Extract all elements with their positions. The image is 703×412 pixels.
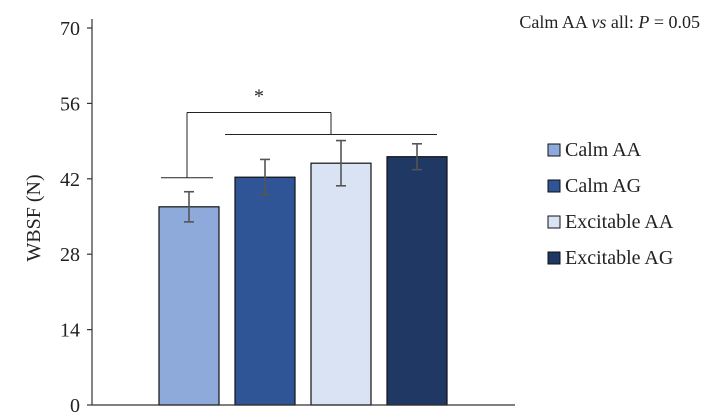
bars <box>158 156 448 406</box>
y-tick-label: 0 <box>70 395 80 412</box>
legend: Calm AA Calm AG Excitable AA Excitable AG <box>547 139 674 269</box>
y-axis-ticks: 0 14 28 42 56 70 <box>60 18 92 412</box>
legend-label: Calm AA <box>565 139 642 161</box>
y-tick-label: 42 <box>60 169 80 191</box>
bar-calm-ag <box>234 176 296 406</box>
stat-note-vs: vs <box>591 12 606 32</box>
legend-label: Calm AG <box>565 175 641 197</box>
y-axis-label: WBSF (N) <box>23 174 45 261</box>
significance-bracket: * <box>161 86 437 179</box>
stat-note-prefix: Calm AA <box>519 12 591 32</box>
bar-excitable-aa <box>310 162 372 406</box>
error-bars <box>184 139 422 223</box>
significance-star: * <box>254 86 264 108</box>
legend-swatch <box>547 143 561 157</box>
legend-swatch <box>547 179 561 193</box>
stat-note: Calm AA vs all: P = 0.05 <box>519 12 700 32</box>
legend-swatch <box>547 251 561 265</box>
y-tick-label: 70 <box>60 18 80 40</box>
y-tick-label: 28 <box>60 244 80 266</box>
stat-note-p: P <box>637 12 649 32</box>
legend-label: Excitable AG <box>565 247 673 269</box>
legend-label: Excitable AA <box>565 211 674 233</box>
bar-calm-aa <box>158 206 220 406</box>
y-tick-label: 56 <box>60 93 80 115</box>
y-tick-label: 14 <box>60 320 80 342</box>
bar-excitable-ag <box>386 156 448 406</box>
stat-note-middle: all: <box>606 12 638 32</box>
legend-swatch <box>547 215 561 229</box>
stat-note-suffix: = 0.05 <box>649 12 700 32</box>
